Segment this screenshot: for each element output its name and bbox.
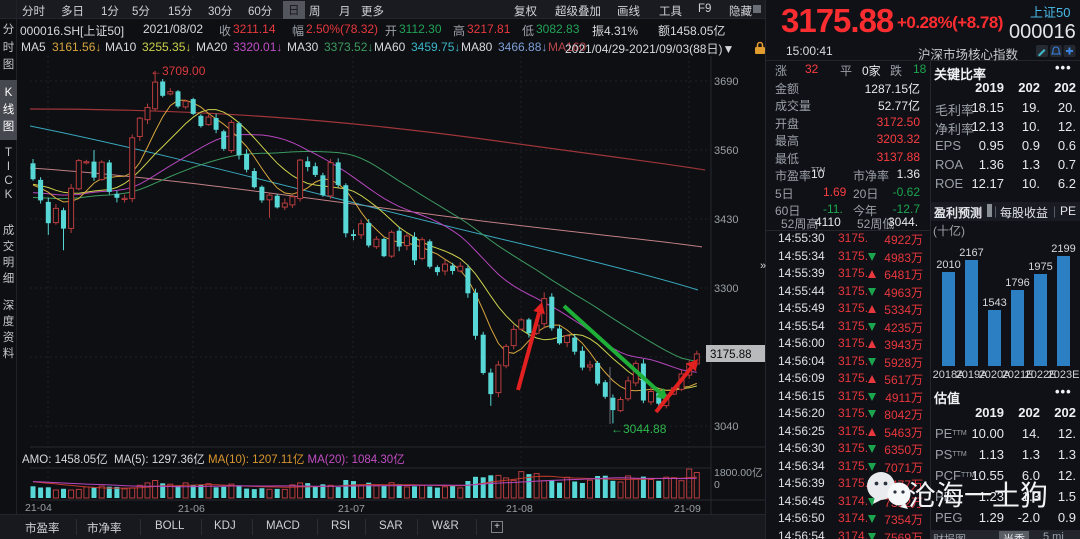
svg-text:1800.00亿: 1800.00亿	[714, 466, 762, 479]
svg-text:21-07: 21-07	[338, 503, 365, 514]
svg-text:1796: 1796	[1005, 277, 1029, 289]
svg-text:2021E: 2021E	[1002, 369, 1034, 381]
svg-text:3430: 3430	[714, 214, 738, 226]
svg-text:3300: 3300	[714, 283, 738, 295]
svg-text:2022E: 2022E	[1025, 369, 1057, 381]
svg-text:1975: 1975	[1028, 261, 1052, 273]
svg-text:1543: 1543	[982, 297, 1006, 309]
svg-text:3560: 3560	[714, 145, 738, 157]
svg-text:2167: 2167	[959, 247, 983, 259]
svg-text:3690: 3690	[714, 76, 738, 88]
svg-text:21-06: 21-06	[178, 503, 205, 514]
svg-text:2199: 2199	[1051, 243, 1075, 255]
svg-text:21-08: 21-08	[506, 503, 533, 514]
svg-text:←3044.88: ←3044.88	[611, 422, 667, 436]
svg-text:2020A: 2020A	[979, 369, 1011, 381]
svg-text:0: 0	[714, 479, 720, 491]
svg-text:2018A: 2018A	[933, 369, 965, 381]
svg-text:←3709.00: ←3709.00	[150, 64, 206, 78]
svg-text:2019A: 2019A	[956, 369, 988, 381]
svg-text:3175.88: 3175.88	[710, 349, 752, 361]
svg-text:21-09: 21-09	[674, 503, 701, 514]
svg-text:2023E: 2023E	[1048, 369, 1080, 381]
svg-text:3040: 3040	[714, 421, 738, 433]
svg-text:2010: 2010	[936, 259, 960, 271]
